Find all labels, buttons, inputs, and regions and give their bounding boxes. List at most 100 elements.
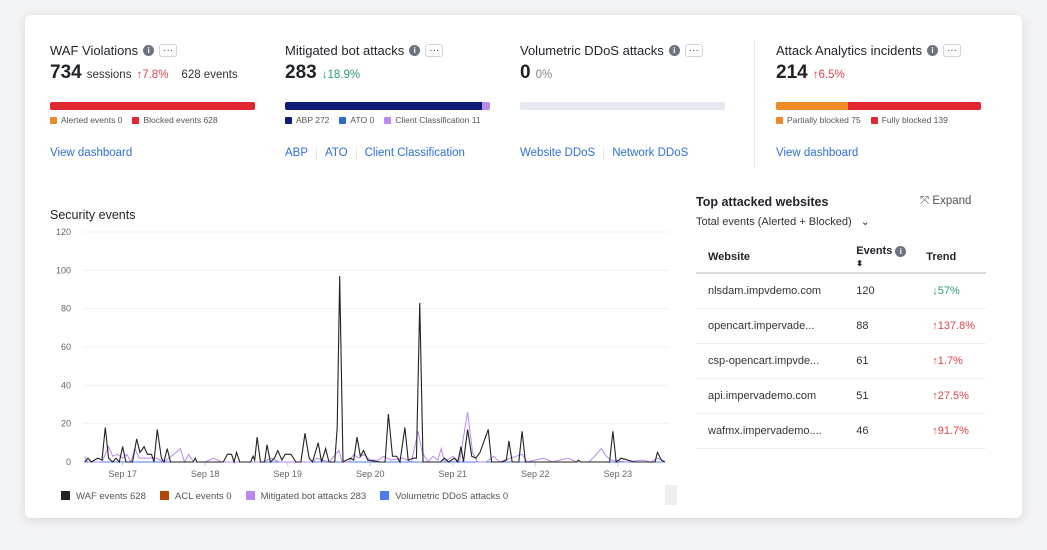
info-icon: i	[895, 245, 907, 257]
chart-title: Security events	[50, 208, 136, 222]
series-line-0	[84, 276, 666, 464]
website-cell: csp-opencart.impvde...	[696, 343, 845, 379]
legend-abp: ABP 272	[285, 115, 329, 125]
attack-analytics-widget: Attack Analytics incidents i ··· 214 ↑6.5% …	[776, 43, 981, 125]
x-tick-label: Sep 22	[521, 469, 550, 479]
unit-label: sessions	[86, 69, 132, 81]
legend-swatch	[159, 491, 169, 500]
abp-link[interactable]: ABP	[285, 147, 318, 159]
ato-link[interactable]: ATO	[325, 147, 357, 159]
widget-value: 734	[50, 62, 82, 83]
view-dashboard-link[interactable]: View dashboard	[50, 147, 133, 159]
table-row[interactable]: api.impervademo.com 51 ↑27.5%	[696, 378, 986, 414]
table-row[interactable]: csp-opencart.impvde... 61 ↑1.7%	[696, 343, 986, 379]
y-tick-label: 40	[61, 380, 71, 390]
trend-cell: ↑1.7%	[914, 343, 986, 379]
legend-blocked: Blocked events 628	[132, 115, 218, 125]
legend-item[interactable]: Volumetric DDoS attacks 0	[380, 491, 508, 502]
chevron-down-icon: ⌄	[860, 216, 870, 228]
website-cell: api.impervademo.com	[696, 378, 845, 414]
widget-title: Mitigated bot attacks	[285, 43, 405, 58]
trend-cell: ↑137.8%	[914, 308, 986, 344]
events-cell: 51	[844, 378, 915, 414]
view-dashboard-link[interactable]: View dashboard	[776, 147, 859, 159]
bot-links: ABP ATO Client Classification	[285, 147, 481, 159]
events-cell: 46	[844, 413, 915, 449]
expand-icon: ⤧	[920, 195, 933, 207]
col-events[interactable]: Events i ⬍	[844, 241, 915, 274]
distribution-bar	[520, 102, 725, 110]
events-cell: 120	[844, 273, 915, 309]
more-menu-button[interactable]: ···	[942, 44, 961, 57]
widget-value: 214	[776, 62, 808, 83]
info-icon[interactable]: i	[409, 45, 421, 56]
more-menu-button[interactable]: ···	[684, 44, 703, 57]
legend-alerted: Alerted events 0	[50, 115, 122, 125]
legend-swatch	[61, 491, 70, 500]
legend-ato: ATO 0	[339, 115, 374, 125]
bot-attacks-widget: Mitigated bot attacks i ··· 283 ↓18.9% ABP …	[285, 43, 490, 125]
legend-item[interactable]: ACL events 0	[159, 491, 232, 502]
distribution-bar	[285, 102, 490, 110]
metric-dropdown[interactable]: Total events (Alerted + Blocked) ⌄	[696, 216, 870, 228]
events-cell: 88	[844, 308, 915, 344]
x-tick-label: Sep 20	[356, 469, 385, 479]
legend-item[interactable]: WAF events 628	[61, 491, 146, 502]
legend-partially: Partially blocked 75	[776, 115, 861, 125]
widget-value: 0	[520, 62, 531, 83]
waf-links: View dashboard	[50, 147, 148, 159]
more-menu-button[interactable]: ···	[425, 44, 444, 57]
trend-badge: 0%	[535, 69, 553, 81]
widget-title: Volumetric DDoS attacks	[520, 43, 664, 58]
x-tick-label: Sep 23	[604, 469, 633, 479]
y-tick-label: 60	[61, 342, 71, 352]
aa-links: View dashboard	[776, 147, 874, 159]
events-count: 628 events	[181, 69, 238, 81]
network-ddos-link[interactable]: Network DDoS	[612, 147, 689, 159]
top-sites-table: Website Events i ⬍ Trend nlsdam.impvdemo…	[696, 241, 986, 449]
widget-value: 283	[285, 62, 317, 83]
website-cell: wafmx.impervademo....	[696, 413, 845, 449]
trend-badge: ↑6.5%	[812, 69, 845, 81]
trend-cell: ↓57%	[914, 273, 986, 309]
legend-client: Client Classification 11	[384, 115, 481, 125]
legend-item[interactable]: Mitigated bot attacks 283	[245, 491, 366, 502]
distribution-bar	[776, 102, 981, 110]
x-tick-label: Sep 19	[273, 469, 302, 479]
top-sites-title: Top attacked websites	[696, 195, 829, 209]
client-classification-link[interactable]: Client Classification	[364, 147, 465, 159]
security-events-chart: 0 20 40 60 80 100 120 Sep 17 Sep 18 Sep 19 Sep 20 S…	[56, 227, 669, 479]
legend-swatch	[380, 491, 390, 500]
info-icon[interactable]: i	[143, 45, 155, 56]
info-icon[interactable]: i	[926, 45, 938, 56]
widget-title: WAF Violations	[50, 43, 139, 58]
expand-button[interactable]: ⤧ Expand	[920, 195, 972, 207]
table-row[interactable]: nlsdam.impvdemo.com 120 ↓57%	[696, 273, 986, 309]
table-row[interactable]: opencart.impervade... 88 ↑137.8%	[696, 308, 986, 344]
distribution-bar	[50, 102, 255, 110]
y-tick-label: 20	[61, 419, 71, 429]
chart-legend: WAF events 628 ACL events 0 Mitigated bot …	[61, 491, 508, 502]
dashboard-card: WAF Violations i ··· 734 sessions ↑7.8% 628 e…	[25, 15, 1022, 518]
y-tick-label: 100	[56, 265, 71, 275]
waf-violations-widget: WAF Violations i ··· 734 sessions ↑7.8% 628 e…	[50, 43, 255, 125]
y-tick-label: 0	[66, 457, 71, 467]
legend-swatch	[245, 491, 255, 500]
events-cell: 61	[844, 343, 915, 379]
info-icon[interactable]: i	[668, 45, 680, 56]
ddos-widget: Volumetric DDoS attacks i ··· 0 0%	[520, 43, 725, 110]
x-tick-label: Sep 18	[191, 469, 220, 479]
table-row[interactable]: wafmx.impervademo.... 46 ↑91.7%	[696, 413, 986, 449]
trend-cell: ↑27.5%	[914, 378, 986, 414]
y-tick-label: 120	[56, 227, 71, 237]
chart-scrollbar[interactable]	[665, 485, 677, 505]
ddos-links: Website DDoS Network DDoS	[520, 147, 704, 159]
website-cell: nlsdam.impvdemo.com	[696, 273, 845, 309]
col-trend: Trend	[914, 241, 986, 274]
col-website: Website	[696, 241, 845, 274]
more-menu-button[interactable]: ···	[159, 44, 178, 57]
website-ddos-link[interactable]: Website DDoS	[520, 147, 605, 159]
series-line-2	[84, 412, 666, 464]
trend-badge: ↓18.9%	[321, 69, 361, 81]
website-cell: opencart.impervade...	[696, 308, 845, 344]
